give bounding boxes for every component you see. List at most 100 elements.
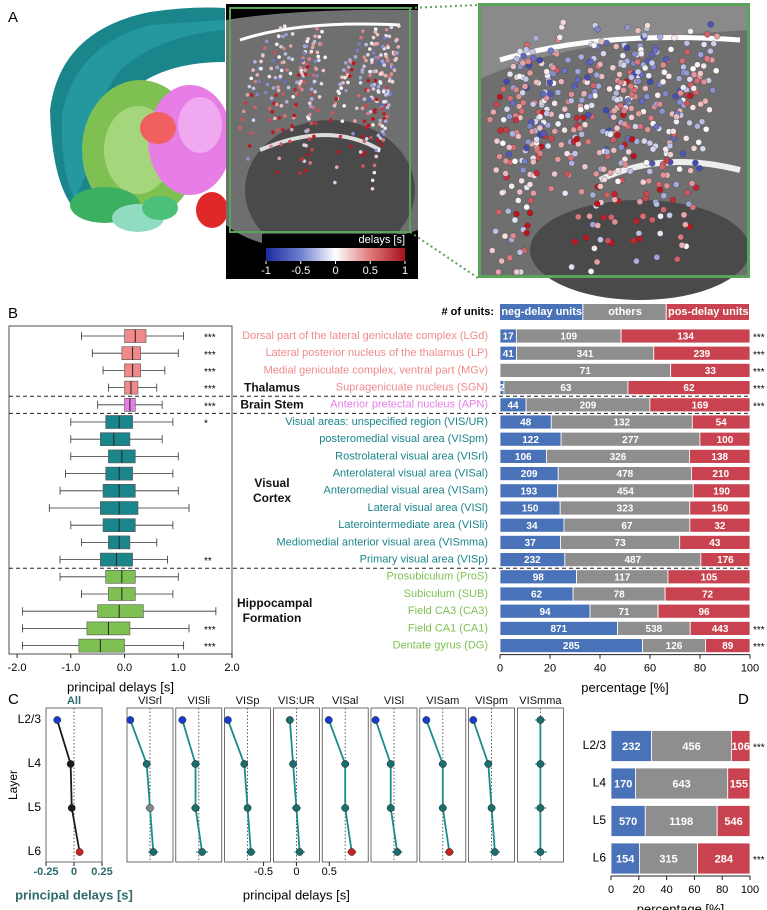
- unit-dot: [607, 169, 614, 176]
- unit-dot: [652, 47, 659, 54]
- unit-dot: [314, 121, 318, 126]
- bar-value-label: 454: [617, 486, 634, 497]
- unit-dot: [585, 111, 592, 119]
- category-label: Visual areas: unspecified region (VIS/UR…: [285, 416, 488, 428]
- unit-dot: [516, 48, 524, 55]
- unit-dot: [269, 144, 273, 149]
- unit-dot: [570, 126, 577, 134]
- bar-segment: [689, 621, 751, 636]
- x-tick-label: 0.25: [91, 866, 112, 878]
- unit-dot: [686, 76, 693, 83]
- unit-dot: [302, 51, 307, 56]
- unit-dot: [540, 130, 547, 137]
- unit-dot: [660, 206, 667, 213]
- unit-dot: [307, 57, 312, 61]
- unit-dot: [662, 146, 669, 153]
- legend-label: pos-delay units: [668, 306, 749, 318]
- unit-dot: [657, 213, 664, 220]
- hypothalamus-region: [196, 192, 228, 228]
- significance: ***: [204, 642, 216, 653]
- unit-dot: [308, 161, 312, 165]
- unit-dot: [571, 238, 579, 246]
- unit-dot: [279, 103, 284, 108]
- panel-label: A: [8, 9, 18, 26]
- unit-dot: [291, 94, 295, 99]
- unit-dot: [593, 200, 601, 207]
- significance: ***: [753, 384, 765, 395]
- bar-segment: [727, 767, 751, 800]
- unit-dot: [617, 79, 624, 86]
- unit-dot: [382, 63, 387, 68]
- category-label: L5: [593, 813, 607, 827]
- unit-dot: [276, 34, 281, 38]
- unit-dot: [561, 67, 568, 74]
- zoom-frame: [478, 3, 750, 278]
- unit-dot: [568, 97, 575, 104]
- category-label: Subiculum (SUB): [404, 588, 488, 600]
- bar-segment: [692, 483, 751, 499]
- bar-value-label: 209: [521, 469, 538, 480]
- unit-dot: [387, 34, 392, 39]
- bar-value-label: 643: [672, 778, 690, 790]
- unit-dot: [513, 55, 520, 63]
- unit-dot: [540, 91, 547, 98]
- category-label: Mediomedial anterior visual area (VISmma…: [276, 536, 488, 548]
- unit-dot: [653, 201, 660, 208]
- unit-dot: [671, 34, 678, 41]
- unit-dot: [587, 268, 595, 275]
- unit-dot: [613, 124, 621, 132]
- unit-dot: [525, 58, 532, 65]
- bar-segment: [667, 569, 751, 585]
- unit-dot: [382, 111, 386, 116]
- unit-dot: [275, 42, 279, 47]
- bar-value-label: 456: [682, 741, 700, 753]
- unit-dot: [584, 74, 591, 81]
- layer-point: [198, 848, 206, 856]
- category-label: Anterolateral visual area (VISal): [333, 468, 488, 480]
- unit-dot: [379, 53, 383, 57]
- unit-dot: [641, 32, 648, 39]
- unit-dot: [617, 102, 624, 109]
- unit-dot: [529, 101, 537, 108]
- significance: ***: [753, 350, 765, 361]
- unit-dot: [600, 214, 607, 221]
- bar-value-label: 232: [524, 555, 541, 566]
- unit-dot: [317, 34, 322, 39]
- unit-dot: [644, 126, 651, 133]
- unit-dot: [536, 150, 544, 157]
- unit-dot: [614, 167, 622, 174]
- x-axis-label: principal delays [s]: [15, 887, 133, 902]
- unit-dot: [366, 111, 370, 116]
- layer-point: [484, 760, 493, 768]
- unit-dot: [690, 71, 698, 78]
- unit-dot: [373, 78, 378, 83]
- unit-dot: [351, 61, 356, 66]
- unit-dot: [695, 139, 702, 146]
- layer-point: [142, 760, 151, 768]
- bar-value-label: 32: [714, 521, 726, 532]
- bar-segment: [731, 730, 751, 762]
- unit-dot: [643, 93, 650, 100]
- unit-dot: [276, 85, 280, 89]
- unit-dot: [274, 102, 279, 107]
- unit-dot: [349, 144, 353, 149]
- unit-dot: [610, 147, 617, 154]
- bar-segment: [635, 767, 729, 800]
- unit-dot: [603, 191, 611, 199]
- unit-dot: [357, 42, 362, 46]
- layer-line: [425, 719, 451, 853]
- x-tick-label: 0.5: [322, 866, 337, 878]
- bar-value-label: 98: [533, 572, 545, 583]
- unit-dot: [275, 127, 280, 132]
- unit-dot: [700, 78, 708, 86]
- unit-dot: [623, 57, 631, 65]
- unit-dot: [257, 79, 261, 84]
- x-tick-label: 0: [293, 866, 299, 878]
- bar-value-label: 341: [577, 349, 594, 360]
- layer-point: [295, 848, 304, 856]
- category-label: posteromedial visual area (VISpm): [319, 433, 488, 445]
- bar-segment: [627, 380, 751, 396]
- unit-dot: [713, 33, 721, 40]
- unit-dot: [338, 82, 342, 87]
- unit-dot: [600, 50, 607, 57]
